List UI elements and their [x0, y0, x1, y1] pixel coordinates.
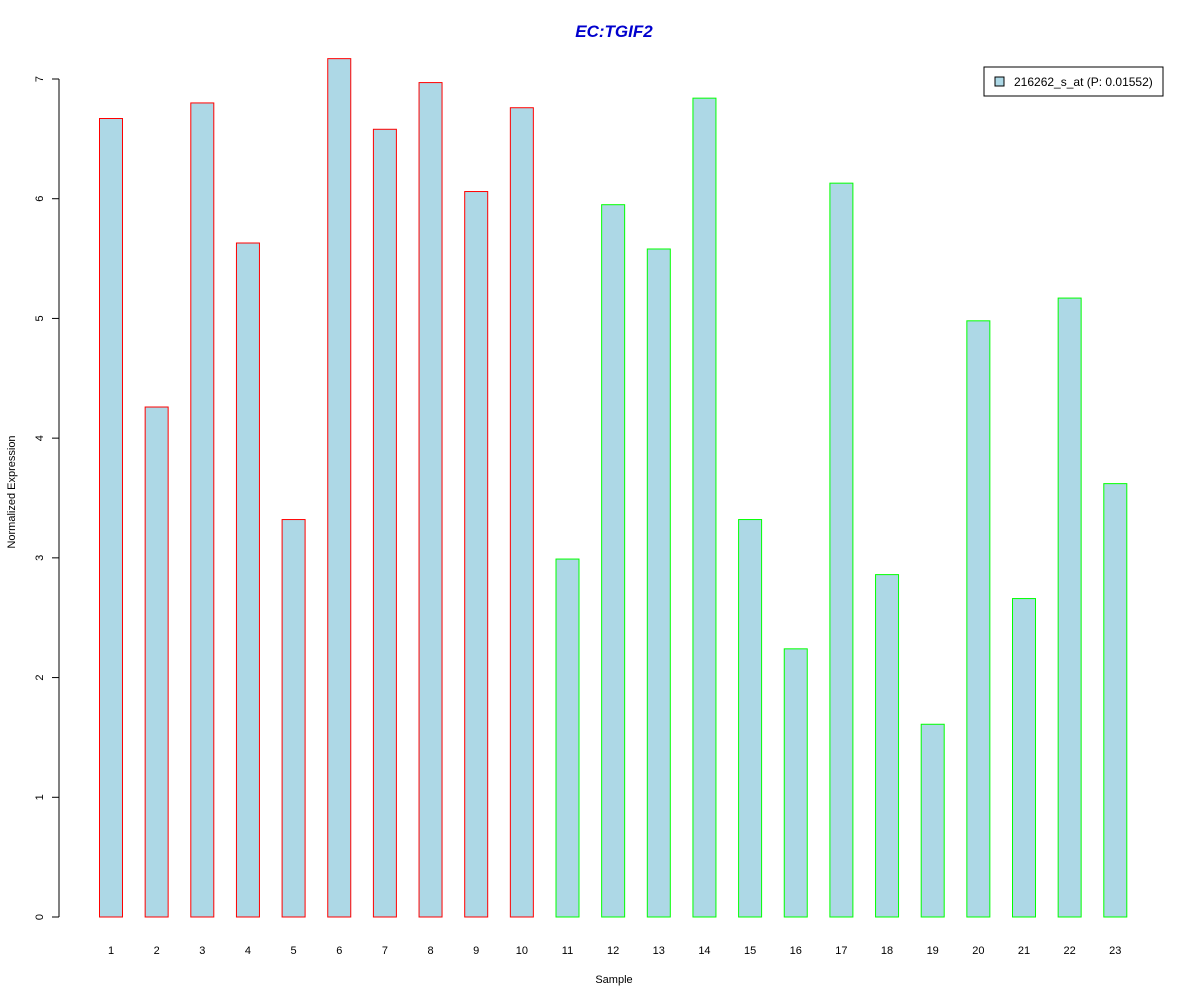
bar-sample-3: [190, 102, 215, 918]
x-axis-label: Sample: [595, 974, 632, 986]
x-tick-label: 21: [1018, 945, 1030, 957]
bar-sample-19: [920, 723, 945, 918]
x-tick-label: 20: [972, 945, 984, 957]
legend-label: 216262_s_at (P: 0.01552): [1014, 75, 1153, 89]
y-tick-label: 5: [34, 315, 46, 321]
bar-sample-16: [783, 648, 808, 918]
x-tick-label: 1: [108, 945, 114, 957]
x-tick-label: 9: [473, 945, 479, 957]
bar-sample-14: [692, 97, 717, 918]
bar-sample-18: [875, 574, 900, 918]
x-tick-label: 13: [653, 945, 665, 957]
bar-sample-1: [99, 118, 123, 918]
x-tick-label: 7: [382, 945, 388, 957]
bar-sample-22: [1057, 297, 1082, 918]
x-tick-label: 2: [154, 945, 160, 957]
bar-sample-23: [1103, 483, 1128, 918]
bar-sample-2: [144, 406, 169, 918]
bar-sample-9: [464, 191, 489, 918]
y-tick-label: 0: [34, 914, 46, 920]
bar-sample-20: [966, 320, 991, 918]
y-tick-label: 3: [34, 555, 46, 561]
x-tick-label: 10: [516, 945, 528, 957]
x-tick-label: 3: [199, 945, 205, 957]
chart-title: EC:TGIF2: [575, 22, 653, 41]
bar-sample-8: [418, 82, 443, 918]
bar-sample-15: [738, 519, 763, 918]
legend: 216262_s_at (P: 0.01552): [983, 66, 1164, 97]
bar-sample-6: [327, 58, 352, 918]
bar-sample-13: [646, 248, 671, 918]
x-tick-label: 8: [427, 945, 433, 957]
bar-sample-11: [555, 558, 580, 918]
x-tick-label: 14: [698, 945, 710, 957]
legend-box: [983, 66, 1164, 97]
y-tick-label: 7: [34, 76, 46, 82]
bar-sample-4: [235, 242, 260, 918]
bar-sample-21: [1012, 598, 1036, 918]
x-tick-label: 15: [744, 945, 756, 957]
x-tick-label: 18: [881, 945, 893, 957]
x-tick-label: 17: [835, 945, 847, 957]
bar-sample-5: [281, 519, 306, 918]
x-tick-label: 6: [336, 945, 342, 957]
y-tick-label: 6: [34, 196, 46, 202]
y-axis-label: Normalized Expression: [6, 435, 18, 548]
x-tick-label: 5: [291, 945, 297, 957]
x-tick-label: 23: [1109, 945, 1121, 957]
x-tick-label: 11: [562, 945, 573, 957]
y-tick-label: 2: [34, 675, 46, 681]
legend-swatch: [994, 76, 1005, 87]
x-tick-label: 16: [790, 945, 802, 957]
x-tick-label: 12: [607, 945, 619, 957]
bar-sample-7: [372, 128, 397, 918]
x-axis-labels: 1 2 3 4 5 6 7 8 9 10 11 12 13 14 15 16 17 18 19 20 21 22 23: [108, 945, 1121, 957]
y-tick-label: 1: [34, 794, 46, 800]
x-tick-label: 4: [245, 945, 251, 957]
bar-sample-12: [601, 204, 626, 918]
bar-sample-17: [829, 182, 854, 918]
x-tick-label: 19: [927, 945, 939, 957]
bars: [99, 58, 1128, 918]
y-tick-label: 4: [34, 435, 46, 441]
bar-sample-10: [509, 107, 534, 918]
y-axis: 0 1 2 3 4 5 6 7: [34, 76, 60, 920]
x-tick-label: 22: [1064, 945, 1076, 957]
